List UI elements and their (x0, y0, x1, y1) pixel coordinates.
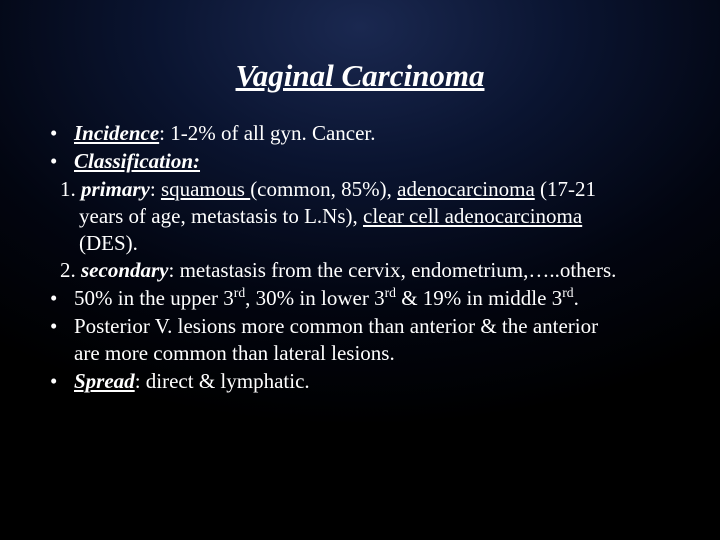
bullet-dot: • (46, 120, 74, 147)
bullet-text: 50% in the upper 3rd, 30% in lower 3rd &… (74, 285, 680, 312)
slide-title: Vaginal Carcinoma (40, 58, 680, 94)
numbered-text: 1. primary: squamous (common, 85%), aden… (60, 176, 680, 203)
bullet-posterior: • Posterior V. lesions more common than … (46, 313, 680, 367)
bullet-text: Classification: (74, 148, 680, 175)
bullet-text: Incidence: 1-2% of all gyn. Cancer. (74, 120, 680, 147)
bullet-dot: • (46, 368, 74, 395)
numbered-text: 2. secondary: metastasis from the cervix… (60, 257, 680, 284)
numbered-cont: (DES). (60, 230, 680, 257)
numbered-cont: years of age, metastasis to L.Ns), clear… (60, 203, 680, 230)
slide-body: • Incidence: 1-2% of all gyn. Cancer. • … (40, 120, 680, 395)
bullet-text: Spread: direct & lymphatic. (74, 368, 680, 395)
numbered-primary: 1. primary: squamous (common, 85%), aden… (46, 176, 680, 257)
bullet-classification: • Classification: (46, 148, 680, 175)
numbered-secondary: 2. secondary: metastasis from the cervix… (46, 257, 680, 284)
bullet-incidence: • Incidence: 1-2% of all gyn. Cancer. (46, 120, 680, 147)
bullet-dot: • (46, 148, 74, 175)
slide: Vaginal Carcinoma • Incidence: 1-2% of a… (0, 0, 720, 540)
bullet-spread: • Spread: direct & lymphatic. (46, 368, 680, 395)
bullet-location: • 50% in the upper 3rd, 30% in lower 3rd… (46, 285, 680, 312)
bullet-dot: • (46, 313, 74, 367)
bullet-dot: • (46, 285, 74, 312)
bullet-text: Posterior V. lesions more common than an… (74, 313, 680, 367)
